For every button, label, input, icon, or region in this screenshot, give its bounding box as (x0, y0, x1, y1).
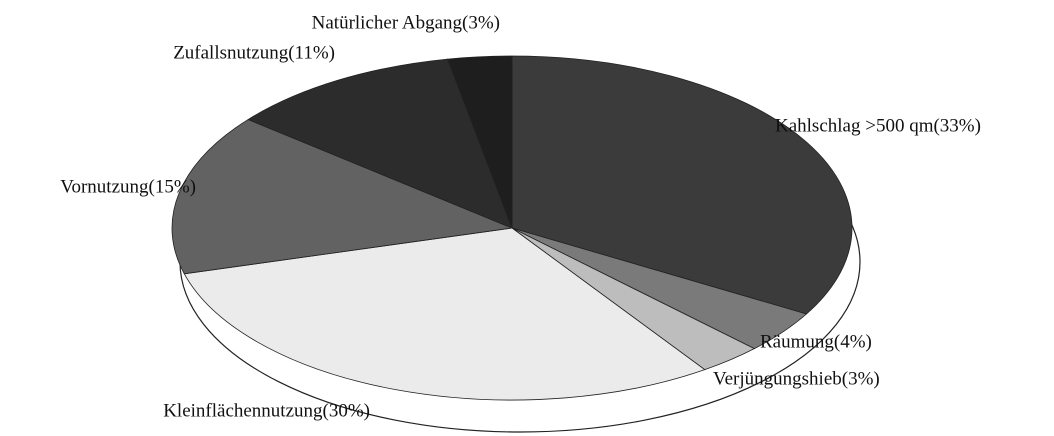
slice-label: Verjüngungshieb(3%) (713, 368, 880, 389)
slice-label: Räumung(4%) (760, 331, 872, 352)
pie-slice (171, 119, 514, 275)
slice-label: Kahlschlag >500 qm(33%) (775, 115, 981, 136)
pie-slice (183, 227, 706, 401)
pie-slice (511, 55, 853, 315)
slice-label: Kleinflächennutzung(30%) (163, 400, 370, 421)
slice-label: Natürlicher Abgang(3%) (312, 12, 500, 33)
slice-label: Zufallsnutzung(11%) (173, 42, 335, 63)
pie-slice (447, 55, 513, 229)
slice-label: Vornutzung(15%) (60, 176, 196, 197)
pie-slice (247, 58, 513, 229)
